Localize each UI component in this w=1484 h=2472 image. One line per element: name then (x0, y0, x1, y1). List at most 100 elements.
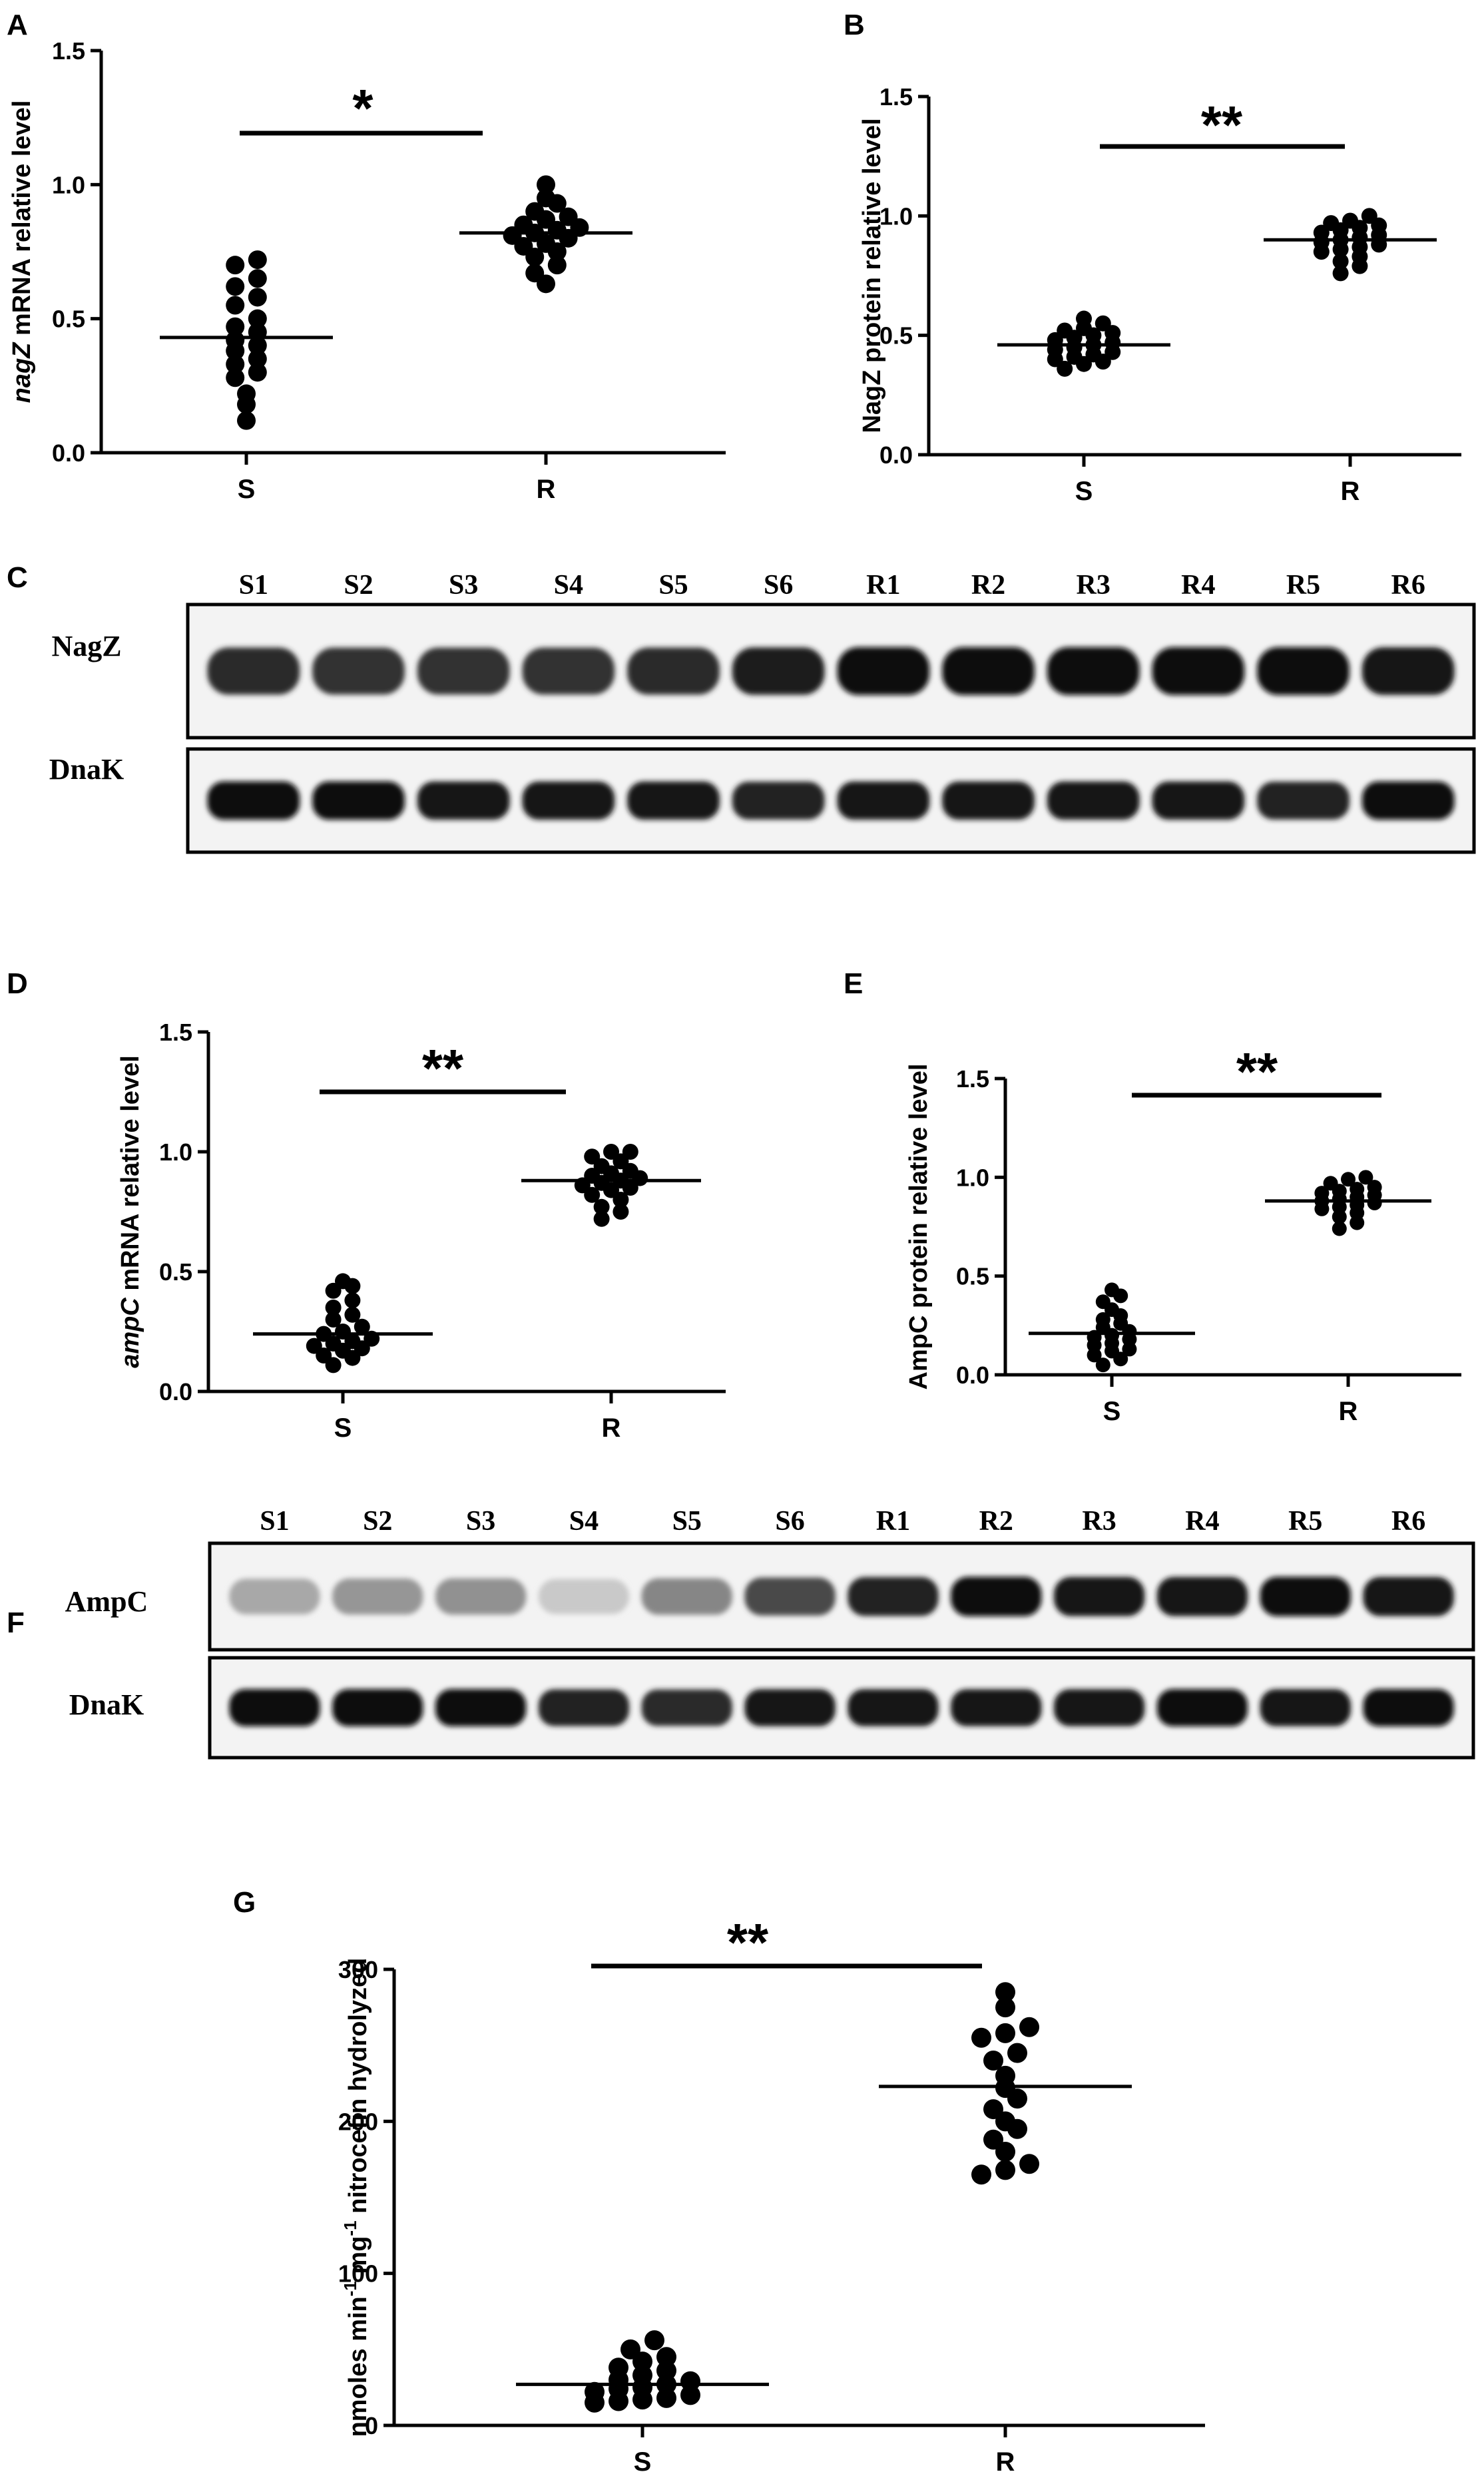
blot-band (1260, 1577, 1351, 1616)
blot-band (732, 647, 825, 695)
data-point-r (559, 207, 578, 226)
data-point-s (344, 1306, 361, 1323)
lane-label-s4: S4 (569, 1506, 599, 1537)
data-point-s (248, 269, 267, 288)
blot-band (1047, 781, 1140, 820)
data-point-s (248, 250, 267, 270)
lane-label-s5: S5 (658, 570, 688, 601)
data-point-s (656, 2387, 676, 2408)
significance-stars: * (352, 79, 373, 138)
blot-band (627, 781, 720, 820)
lane-label-s5: S5 (672, 1506, 702, 1537)
data-point-s (248, 350, 267, 369)
blot-band (1361, 647, 1455, 695)
data-point-s (237, 411, 256, 430)
data-point-r (1332, 1221, 1347, 1236)
data-point-s (248, 288, 267, 307)
data-point-r (537, 175, 555, 194)
blot-band (1152, 647, 1245, 695)
blot-band (1053, 1689, 1145, 1726)
panel-label-a: A (7, 9, 28, 41)
blot-band (848, 1689, 939, 1726)
data-point-s (226, 256, 245, 275)
blot-band (522, 647, 615, 695)
blot-band (207, 781, 300, 820)
data-point-r (1019, 2154, 1039, 2174)
data-point-r (613, 1204, 629, 1220)
blot-band (1257, 782, 1350, 820)
data-point-s (344, 1292, 361, 1309)
lane-label-s3: S3 (466, 1506, 495, 1537)
blot-band (1257, 647, 1350, 695)
blot-band (312, 647, 405, 695)
lane-label-s2: S2 (344, 570, 373, 601)
y-tick-label: 1.5 (879, 83, 913, 111)
data-point-r (1007, 2043, 1027, 2063)
data-point-r (525, 202, 545, 221)
lane-label-r2: R2 (971, 570, 1005, 601)
panel-label-d: D (7, 967, 28, 1000)
blot-band (538, 1689, 630, 1726)
data-point-s (1095, 315, 1111, 332)
blot-band (417, 781, 510, 820)
blot-band (207, 647, 300, 695)
data-point-r (1332, 265, 1349, 282)
lane-label-s2: S2 (363, 1506, 392, 1537)
y-axis-label: nagZ mRNA relative level (8, 101, 36, 403)
data-point-r (622, 1144, 638, 1160)
data-point-r (995, 2065, 1015, 2086)
lane-label-r3: R3 (1082, 1506, 1116, 1537)
lane-label-r1: R1 (876, 1506, 910, 1537)
blot-band (1152, 781, 1245, 820)
category-label-r: R (602, 1413, 621, 1443)
y-tick-label: 0.5 (52, 306, 85, 333)
blot-band (942, 781, 1035, 820)
data-point-r (547, 256, 567, 275)
y-tick-label: 0.5 (159, 1258, 192, 1286)
lane-label-s1: S1 (239, 570, 268, 601)
y-tick-label: 1.0 (159, 1138, 192, 1166)
y-tick-label: 0.0 (956, 1361, 989, 1389)
y-tick-label: 1.0 (956, 1164, 989, 1191)
blot-row-label-dnak: DnaK (49, 753, 124, 786)
data-point-r (1341, 1172, 1356, 1187)
blot-band (1156, 1689, 1248, 1726)
category-label-r: R (1341, 477, 1360, 506)
y-tick-label: 1.0 (879, 202, 913, 230)
blot-band (641, 1578, 732, 1615)
data-point-s (609, 2357, 628, 2378)
data-point-s (237, 384, 256, 403)
data-point-s (226, 317, 245, 336)
blot-band (332, 1578, 423, 1615)
blot-row-label-ampc: AmpC (65, 1585, 148, 1618)
data-point-s (226, 330, 245, 350)
category-label-s: S (634, 2447, 652, 2472)
blot-band (1047, 647, 1140, 695)
data-point-r (584, 1148, 601, 1165)
category-label-s: S (334, 1413, 352, 1443)
data-point-r (995, 2160, 1015, 2180)
y-tick-label: 0.0 (159, 1378, 192, 1405)
y-tick-label: 0.5 (879, 322, 913, 350)
data-point-r (983, 2129, 1003, 2150)
data-point-s (306, 1338, 322, 1354)
y-tick-label: 0 (365, 2412, 378, 2439)
blot-row-label-nagz: NagZ (51, 630, 121, 662)
data-point-s (226, 296, 245, 315)
data-point-r (995, 1997, 1015, 2018)
data-point-s (226, 277, 245, 296)
category-label-r: R (996, 2447, 1015, 2472)
data-point-s (248, 309, 267, 328)
data-point-s (632, 2365, 652, 2385)
data-point-r (1314, 1186, 1330, 1201)
significance-stars: ** (1201, 95, 1243, 154)
data-point-s (644, 2330, 664, 2351)
data-point-r (983, 2099, 1003, 2120)
y-tick-label: 1.5 (159, 1019, 192, 1046)
blot-band (641, 1689, 732, 1726)
blot-band (837, 781, 930, 820)
data-point-s (1095, 1358, 1111, 1373)
